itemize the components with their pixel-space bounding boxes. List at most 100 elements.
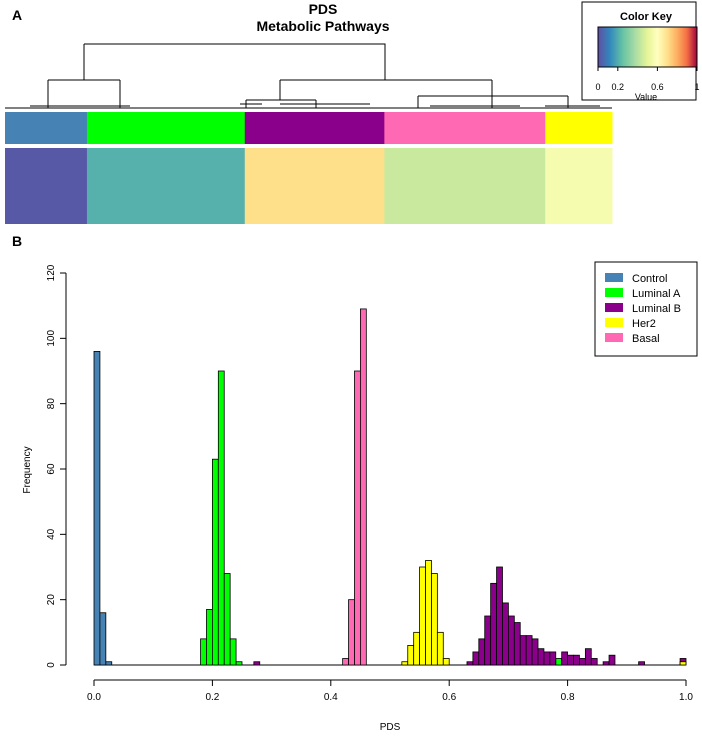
bar-luminal-b [531,638,539,666]
legend: Control Luminal A Luminal B Her2 Basal [594,261,698,357]
y-axis-label: Frequency [22,446,33,493]
bar-luminal-b [472,651,480,666]
bar-luminal-b [519,635,527,666]
bar-luminal-b [478,638,486,666]
bar-her2 [413,631,420,666]
legend-label-luminal-b: Luminal B [632,303,681,315]
bar-luminal-b [496,566,503,666]
bar-her2 [679,661,687,666]
group-bar-her2 [545,112,613,144]
bar-luminal-b [484,615,492,666]
color-key-tick-label: 0.6 [651,82,664,92]
color-key-gradient [597,26,698,68]
bar-luminal-a [235,661,243,666]
color-key-axis-label: Value [635,92,657,102]
histogram-bars [93,308,687,666]
group-bar-luminal-b [244,112,385,144]
color-key-tick-label: 1 [694,82,699,92]
legend-swatch-luminal-b [605,303,623,312]
bar-luminal-a [229,638,237,666]
dendrogram [5,43,612,109]
heatmap-cell-basal [384,148,546,224]
bar-luminal-a [223,573,231,666]
panel-a-label: A [12,7,22,23]
bar-luminal-b [490,582,497,666]
bar-luminal-b [549,651,557,666]
bar-luminal-b [543,651,551,666]
bar-luminal-b [567,654,574,666]
bar-luminal-a [555,658,563,666]
color-key-title: Color Key [620,11,673,23]
legend-label-her2: Her2 [632,318,656,330]
heatmap-cell-luminal-a [86,148,246,224]
x-tick-label: 0.8 [561,692,575,703]
bar-luminal-b [584,648,592,666]
heatmap-cell-control [5,148,88,224]
y-tick-label: 80 [46,398,57,410]
bar-her2 [442,658,450,666]
bar-control [99,612,107,666]
bar-control [93,350,101,666]
legend-label-luminal-a: Luminal A [632,288,681,300]
bar-luminal-a [206,609,213,666]
y-tick-label: 40 [46,528,57,540]
legend-swatch-her2 [605,318,623,327]
bar-her2 [401,661,409,666]
bar-luminal-a [217,370,225,666]
color-key-tick-label: 0 [595,82,600,92]
y-tick-label: 120 [46,264,57,281]
bar-basal [359,308,367,666]
bar-luminal-b [608,654,616,666]
bar-luminal-b [507,615,515,666]
color-key-tick-label: 0.2 [612,82,625,92]
histogram-axes: 0.0 0.2 0.4 0.6 0.8 1.0 0 20 40 60 80 100 120 [46,264,693,703]
legend-label-basal: Basal [632,333,660,345]
heatmap-cell-luminal-b [244,148,385,224]
bar-luminal-b [602,661,610,666]
legend-swatch-basal [605,333,623,342]
panel-b-label: B [12,233,22,249]
bar-her2 [407,645,415,666]
x-tick-label: 0.2 [205,692,219,703]
bar-luminal-b [502,602,509,666]
y-tick-label: 0 [46,662,57,668]
bar-luminal-b [573,654,580,666]
legend-swatch-control [605,273,623,282]
bar-control [105,661,113,666]
bar-luminal-b [466,661,474,666]
bar-her2 [419,566,426,666]
heatmap-cell-her2 [545,148,613,224]
bar-luminal-b [537,648,545,666]
bar-luminal-b [525,635,533,666]
x-tick-label: 1.0 [679,692,693,703]
x-tick-label: 0.0 [87,692,101,703]
bar-her2 [431,573,438,666]
y-tick-label: 60 [46,463,57,475]
bar-luminal-a [211,458,219,666]
bar-her2 [425,560,432,666]
x-tick-label: 0.4 [324,692,338,703]
heatmap-row [5,148,613,224]
bar-luminal-a [200,638,207,666]
x-axis-label: PDS [380,722,401,733]
x-tick-label: 0.6 [442,692,456,703]
bar-luminal-b [638,661,645,666]
y-tick-label: 100 [46,330,57,347]
bar-basal [342,658,349,666]
legend-label-control: Control [632,273,667,285]
group-bar-control [5,112,88,144]
group-bar-luminal-a [86,112,246,144]
bar-luminal-b [590,658,598,666]
bar-luminal-b [253,661,261,666]
color-key: Color Key 0 0.2 0.6 1 Value [581,1,700,102]
color-key-ticks: 0 0.2 0.6 1 [595,67,700,92]
bar-luminal-b [561,651,568,666]
bar-her2 [436,631,444,666]
heatmap-title: PDS [309,1,338,17]
group-color-bar [5,112,613,144]
bar-basal [348,599,355,666]
bar-basal [354,370,361,666]
bar-luminal-b [579,658,586,666]
group-bar-basal [384,112,546,144]
